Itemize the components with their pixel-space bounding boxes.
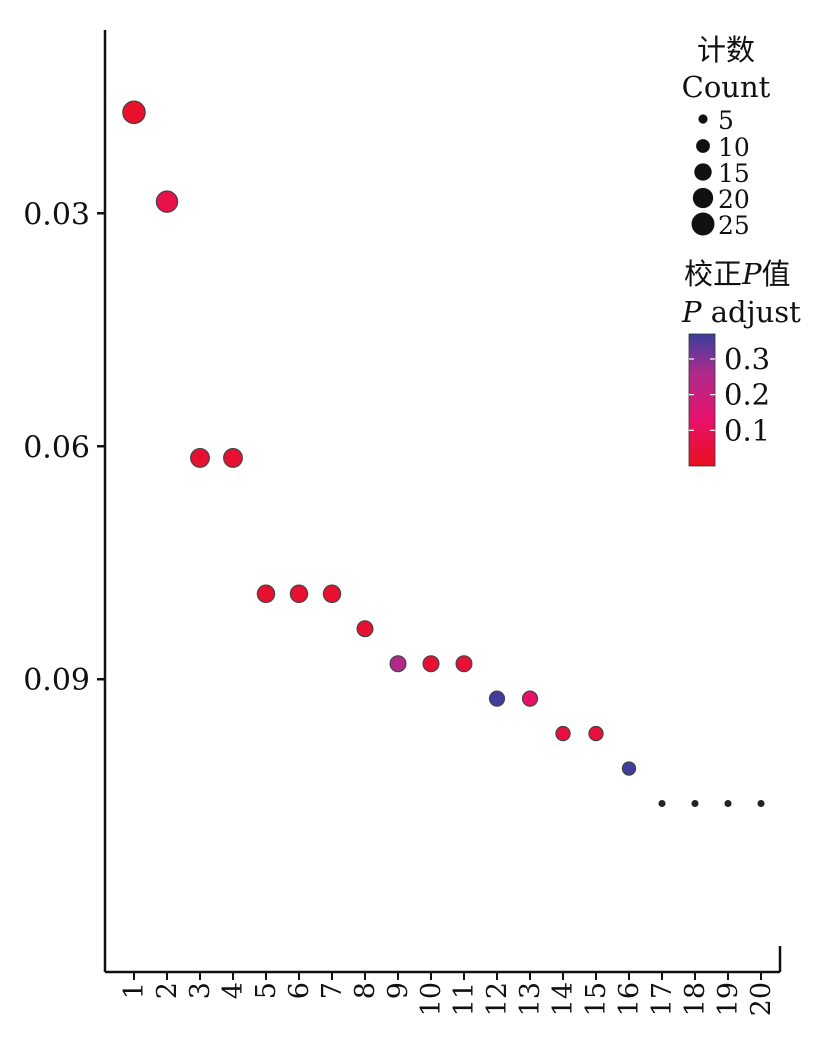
data-point bbox=[658, 799, 666, 808]
x-tick-label: 12 bbox=[482, 982, 513, 1016]
count-legend-title-cn: 计数 bbox=[697, 33, 755, 67]
p-adjust-colorbar-ticks: 0.30.20.1 bbox=[689, 342, 770, 447]
x-tick-label: 4 bbox=[218, 982, 249, 999]
colorbar-tick-label: 0.3 bbox=[724, 342, 770, 376]
x-tick-label: 7 bbox=[317, 982, 348, 999]
x-tick-label: 3 bbox=[185, 982, 216, 999]
x-tick-label: 14 bbox=[548, 982, 579, 1016]
count-legend-label: 25 bbox=[718, 211, 750, 240]
x-tick-label: 18 bbox=[680, 982, 711, 1016]
data-point bbox=[555, 725, 571, 742]
count-legend-label: 5 bbox=[718, 106, 734, 135]
data-point bbox=[757, 799, 765, 808]
count-legend-title-en: Count bbox=[682, 70, 771, 104]
data-point bbox=[389, 655, 407, 673]
data-point bbox=[455, 655, 473, 673]
data-point bbox=[621, 761, 637, 776]
x-tick-label: 6 bbox=[284, 982, 315, 999]
x-axis-ticks: 1 2 3 4 5 6 7 8 9 10 11 12 13 14 15 16 17 18 19 20 bbox=[119, 972, 777, 1016]
data-point bbox=[356, 620, 374, 638]
count-legend-label: 20 bbox=[718, 185, 750, 214]
x-tick-label: 9 bbox=[383, 982, 414, 999]
x-tick-label: 11 bbox=[449, 982, 480, 1016]
data-point bbox=[190, 447, 210, 468]
p-adjust-legend: 校正P值 P adjust 0.30.20.1 bbox=[681, 257, 801, 467]
x-tick-label: 5 bbox=[251, 982, 282, 999]
count-legend-dot bbox=[691, 212, 715, 236]
colorbar-tick-label: 0.1 bbox=[724, 413, 770, 447]
p-adjust-colorbar bbox=[688, 333, 716, 467]
data-point bbox=[256, 584, 276, 604]
data-point bbox=[289, 584, 309, 604]
x-tick-label: 19 bbox=[713, 982, 744, 1016]
x-tick-label: 2 bbox=[152, 982, 183, 999]
x-tick-label: 15 bbox=[581, 982, 612, 1016]
y-tick-label: 0.06 bbox=[23, 430, 90, 465]
data-points bbox=[122, 100, 765, 808]
y-tick-label: 0.03 bbox=[23, 197, 90, 232]
colorbar-tick-label: 0.2 bbox=[724, 378, 770, 412]
count-legend-dot bbox=[698, 114, 708, 124]
x-tick-label: 16 bbox=[614, 982, 645, 1016]
x-tick-label: 17 bbox=[647, 982, 678, 1016]
data-point bbox=[122, 100, 146, 125]
count-legend-dot bbox=[694, 163, 712, 181]
p-adjust-legend-title-en: P adjust bbox=[681, 295, 801, 329]
data-point bbox=[422, 655, 440, 673]
count-legend-label: 10 bbox=[718, 133, 750, 162]
data-point bbox=[521, 690, 539, 707]
count-legend-dot bbox=[692, 187, 714, 209]
x-tick-label: 1 bbox=[119, 982, 150, 999]
data-point bbox=[155, 190, 179, 213]
x-tick-label: 8 bbox=[350, 982, 381, 999]
x-tick-label: 10 bbox=[416, 982, 447, 1016]
data-point bbox=[691, 799, 699, 808]
data-point bbox=[488, 690, 506, 707]
p-adjust-legend-title-cn: 校正P值 bbox=[684, 257, 791, 291]
data-point bbox=[322, 584, 342, 604]
count-legend-label: 15 bbox=[718, 159, 750, 188]
x-tick-label: 13 bbox=[515, 982, 546, 1016]
y-axis-ticks: 0.03 0.06 0.09 bbox=[23, 197, 105, 698]
x-tick-label: 20 bbox=[746, 982, 777, 1016]
count-legend-dot bbox=[696, 139, 710, 153]
data-point bbox=[588, 725, 604, 742]
data-point bbox=[223, 447, 243, 468]
y-tick-label: 0.09 bbox=[23, 663, 90, 698]
data-point bbox=[724, 799, 732, 808]
